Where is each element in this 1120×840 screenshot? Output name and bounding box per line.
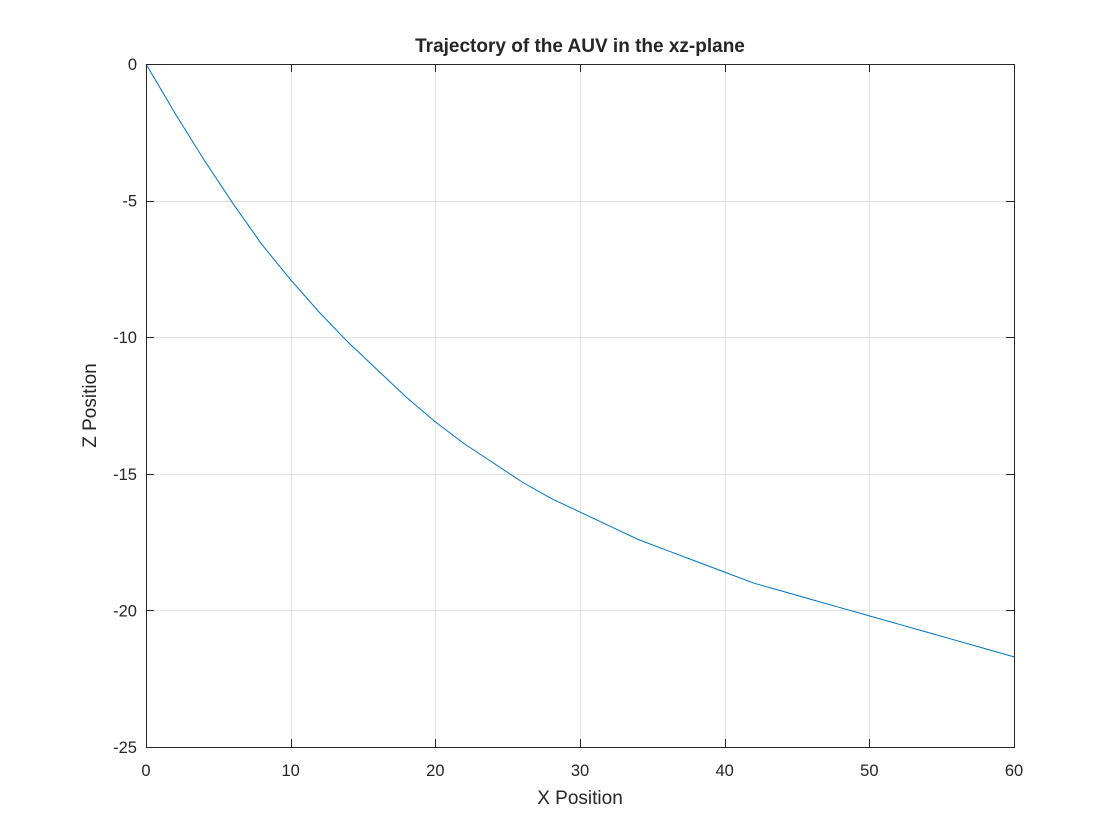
x-tick-label: 10 xyxy=(281,762,299,780)
y-tick-label: -20 xyxy=(113,602,137,620)
y-axis-label: Z Position xyxy=(80,363,101,447)
y-tick-label: 0 xyxy=(128,56,137,74)
x-tick-label: 40 xyxy=(715,762,733,780)
tick-layer: 0 10 20 30 40 50 60 0 -5 -10 -15 -20 -25 xyxy=(113,56,1023,780)
x-axis-label: X Position xyxy=(537,788,623,809)
series-layer xyxy=(145,63,1015,658)
trajectory-line xyxy=(145,63,1015,658)
y-tick-label: -10 xyxy=(113,329,137,347)
y-tick-label: -5 xyxy=(122,193,137,211)
x-tick-label: 60 xyxy=(1005,762,1023,780)
y-tick-label: -25 xyxy=(113,739,137,757)
y-tick-label: -15 xyxy=(113,466,137,484)
x-tick-label: 30 xyxy=(571,762,589,780)
x-tick-label: 0 xyxy=(141,762,150,780)
x-tick-label: 50 xyxy=(860,762,878,780)
x-tick-label: 20 xyxy=(426,762,444,780)
chart-title: Trajectory of the AUV in the xz-plane xyxy=(415,36,745,57)
